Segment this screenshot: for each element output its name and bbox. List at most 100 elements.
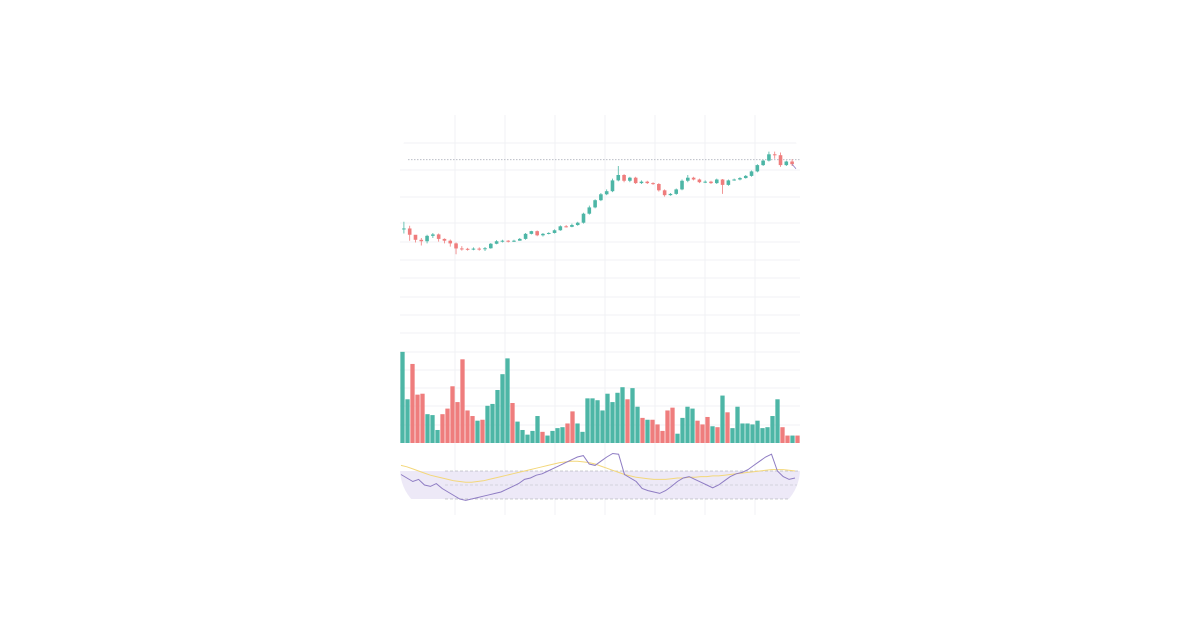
candle-body-21 [523,233,528,239]
volume-bar-42 [610,402,615,443]
volume-bar-56 [680,417,685,443]
candle-body-17 [500,240,505,242]
candle-body-28 [564,226,568,228]
candle-body-30 [575,222,580,226]
volume-bar-78 [790,435,795,443]
candle-body-18 [506,240,510,242]
volume-bar-2 [410,363,415,443]
candle-body-56 [726,180,731,185]
candle-body-22 [529,231,534,234]
volume-bar-76 [780,427,785,443]
volume-bar-79 [795,435,800,443]
volume-bar-55 [675,433,680,443]
volume-bar-15 [475,420,480,443]
volume-bar-6 [430,415,435,443]
volume-bar-23 [515,421,520,443]
volume-bar-71 [755,420,760,443]
candle-body-26 [552,230,557,233]
volume-bar-70 [750,424,755,443]
chart-svg [400,115,800,515]
candle-body-65 [778,155,783,166]
volume-bar-18 [490,403,495,443]
volume-bar-49 [645,419,650,443]
candle-body-38 [622,175,626,181]
volume-bar-28 [540,431,545,443]
volume-bar-16 [480,419,485,443]
volume-bar-48 [640,417,645,443]
volume-bar-10 [450,386,455,443]
candle-body-67 [790,161,794,165]
candle-body-13 [477,248,482,250]
candle-body-55 [720,179,725,185]
candle-body-3 [419,239,424,242]
volume-bar-74 [770,416,775,443]
candle-body-58 [738,178,742,180]
candle-body-44 [657,184,661,191]
candle-body-37 [616,175,621,181]
candle-body-40 [633,177,638,184]
candle-body-7 [442,238,447,241]
candle-body-0 [402,228,406,230]
candle-body-45 [662,190,667,196]
candle-body-35 [604,191,609,195]
volume-bar-51 [655,424,660,443]
volume-bar-52 [660,430,665,443]
volume-bar-61 [705,416,710,443]
candle-body-36 [610,180,615,192]
volume-bar-8 [440,414,445,443]
volume-bar-26 [530,430,535,443]
volume-bar-68 [740,423,745,443]
volume-bar-30 [550,430,555,443]
volume-bar-33 [565,423,570,443]
candle-body-51 [697,179,702,183]
candle-body-43 [651,183,655,185]
candle-body-10 [460,248,464,250]
volume-bar-1 [405,399,410,443]
chart-card [400,115,800,515]
candle-body-57 [732,179,736,181]
volume-bar-54 [670,407,675,443]
candle-body-63 [767,154,771,161]
volume-bar-3 [415,394,420,443]
candle-body-27 [558,226,563,231]
volume-bar-41 [605,393,610,443]
volume-bar-14 [470,416,475,443]
volume-bar-43 [615,392,620,443]
grid-layer [400,115,800,515]
volume-bar-7 [435,429,440,443]
volume-bar-24 [520,429,525,443]
volume-bar-73 [765,427,770,443]
last-price-tick [791,163,797,169]
volume-bar-40 [600,410,605,443]
volume-bar-44 [620,387,625,443]
volume-bar-72 [760,428,765,443]
volume-bar-5 [425,414,430,443]
candle-body-29 [570,225,574,227]
volume-bar-65 [725,412,730,443]
volume-bar-36 [580,431,585,443]
volume-bar-57 [685,406,690,443]
volume-bar-11 [455,402,460,443]
candle-body-54 [714,179,719,184]
candle-body-64 [772,154,777,156]
volume-bar-34 [570,411,575,443]
volume-bar-38 [590,398,595,443]
volume-bar-25 [525,434,530,443]
candle-body-31 [581,213,586,223]
candle-body-66 [784,161,789,166]
volume-bar-19 [495,389,500,443]
candle-layer [402,151,797,255]
volume-bar-45 [625,399,630,443]
volume-bar-59 [695,420,700,443]
candle-body-24 [541,233,545,236]
volume-bar-67 [735,406,740,443]
candle-body-12 [471,248,476,250]
rsi-ma-line [400,460,796,483]
candle-body-46 [668,193,673,196]
volume-bar-39 [595,400,600,443]
volume-bar-20 [500,374,505,443]
candle-body-59 [743,175,748,179]
volume-bar-50 [650,419,655,443]
volume-bar-77 [785,435,790,443]
volume-bar-9 [445,408,450,443]
